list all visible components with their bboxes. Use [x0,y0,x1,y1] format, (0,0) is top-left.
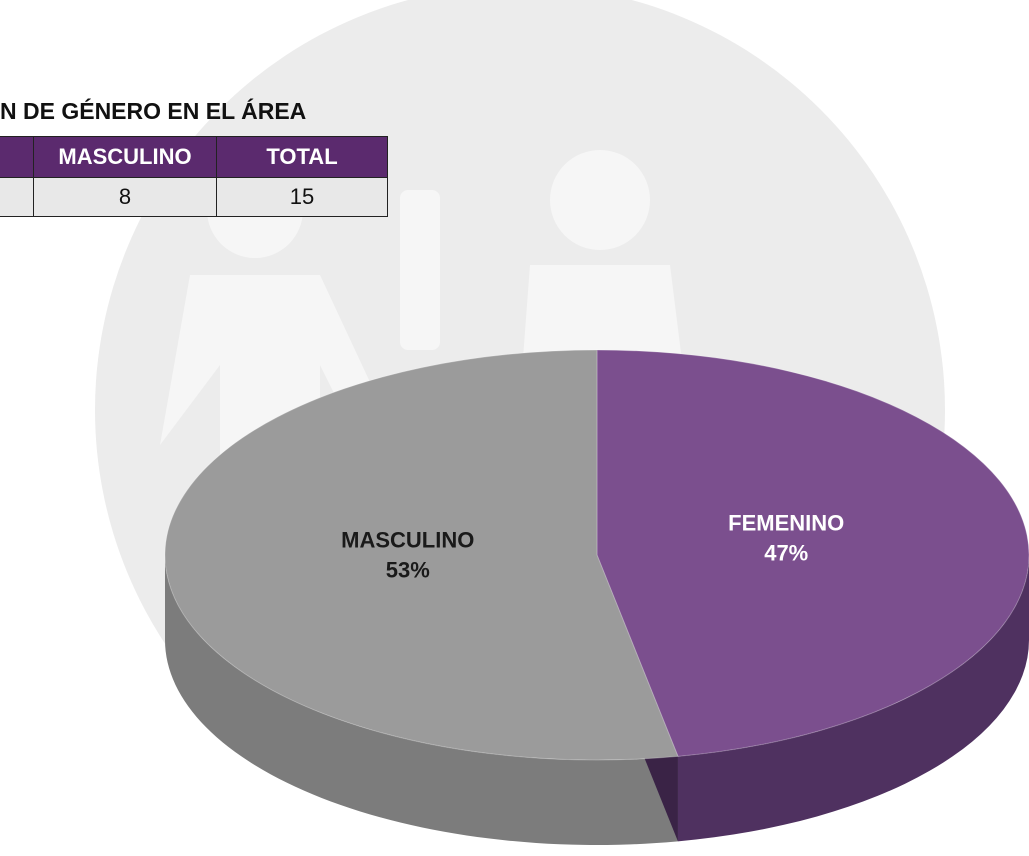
cell: 8 [33,177,217,217]
slice-value-label: 53% [386,557,430,582]
slice-value-label: 47% [764,540,808,565]
slice [164,349,679,761]
slice-side [677,555,1029,842]
data-row: 8 15 [0,177,388,217]
header-row: MASCULINO TOTAL [0,136,388,178]
cell: 15 [216,177,388,217]
pie: FEMENINO 47% MASCULINO 53% [164,349,1029,846]
slice [596,349,1029,757]
slice-label: MASCULINO [341,527,474,552]
header-cell [0,136,34,178]
slice-side [165,555,678,846]
slice-label: FEMENINO [728,510,844,535]
cell [0,177,34,217]
data-table: MASCULINO TOTAL 8 15 [0,136,388,217]
header-cell: MASCULINO [33,136,217,178]
header-cell: TOTAL [216,136,388,178]
table-title: N DE GÉNERO EN EL ÁREA [0,98,307,124]
